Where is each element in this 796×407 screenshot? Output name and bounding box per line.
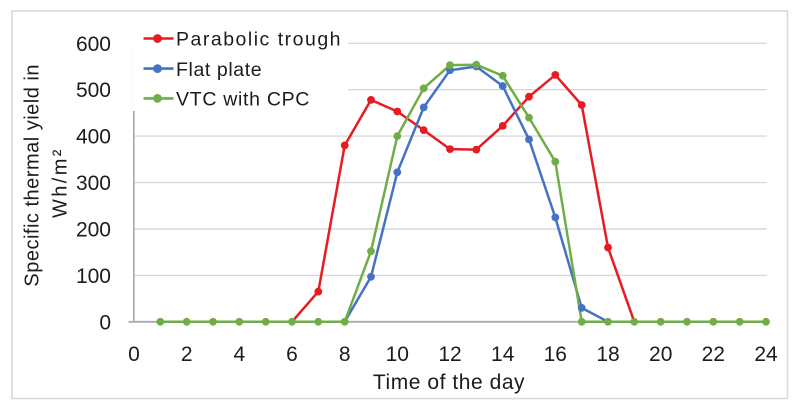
svg-text:12: 12 <box>438 343 461 366</box>
svg-text:22: 22 <box>702 343 725 366</box>
svg-text:18: 18 <box>596 343 619 366</box>
svg-text:2: 2 <box>181 343 193 366</box>
svg-text:0: 0 <box>128 343 140 366</box>
svg-text:200: 200 <box>76 219 111 242</box>
svg-text:4: 4 <box>233 343 245 366</box>
svg-text:400: 400 <box>76 126 111 149</box>
svg-text:8: 8 <box>339 343 351 366</box>
svg-text:Wh/m²: Wh/m² <box>50 147 72 218</box>
svg-text:300: 300 <box>76 172 111 195</box>
svg-text:24: 24 <box>754 343 778 366</box>
svg-text:Flat plate: Flat plate <box>176 59 262 81</box>
svg-text:Time of the day: Time of the day <box>373 371 525 394</box>
svg-text:600: 600 <box>76 33 111 56</box>
svg-text:100: 100 <box>76 265 111 288</box>
svg-text:500: 500 <box>76 79 111 102</box>
svg-text:Specific thermal yield in: Specific thermal yield in <box>22 64 44 287</box>
svg-text:Parabolic trough: Parabolic trough <box>176 29 342 51</box>
svg-text:14: 14 <box>491 343 515 366</box>
svg-text:0: 0 <box>99 311 111 334</box>
svg-text:16: 16 <box>544 343 567 366</box>
svg-text:VTC with CPC: VTC with CPC <box>176 89 310 111</box>
svg-text:10: 10 <box>386 343 409 366</box>
svg-text:6: 6 <box>286 343 298 366</box>
svg-text:20: 20 <box>649 343 672 366</box>
